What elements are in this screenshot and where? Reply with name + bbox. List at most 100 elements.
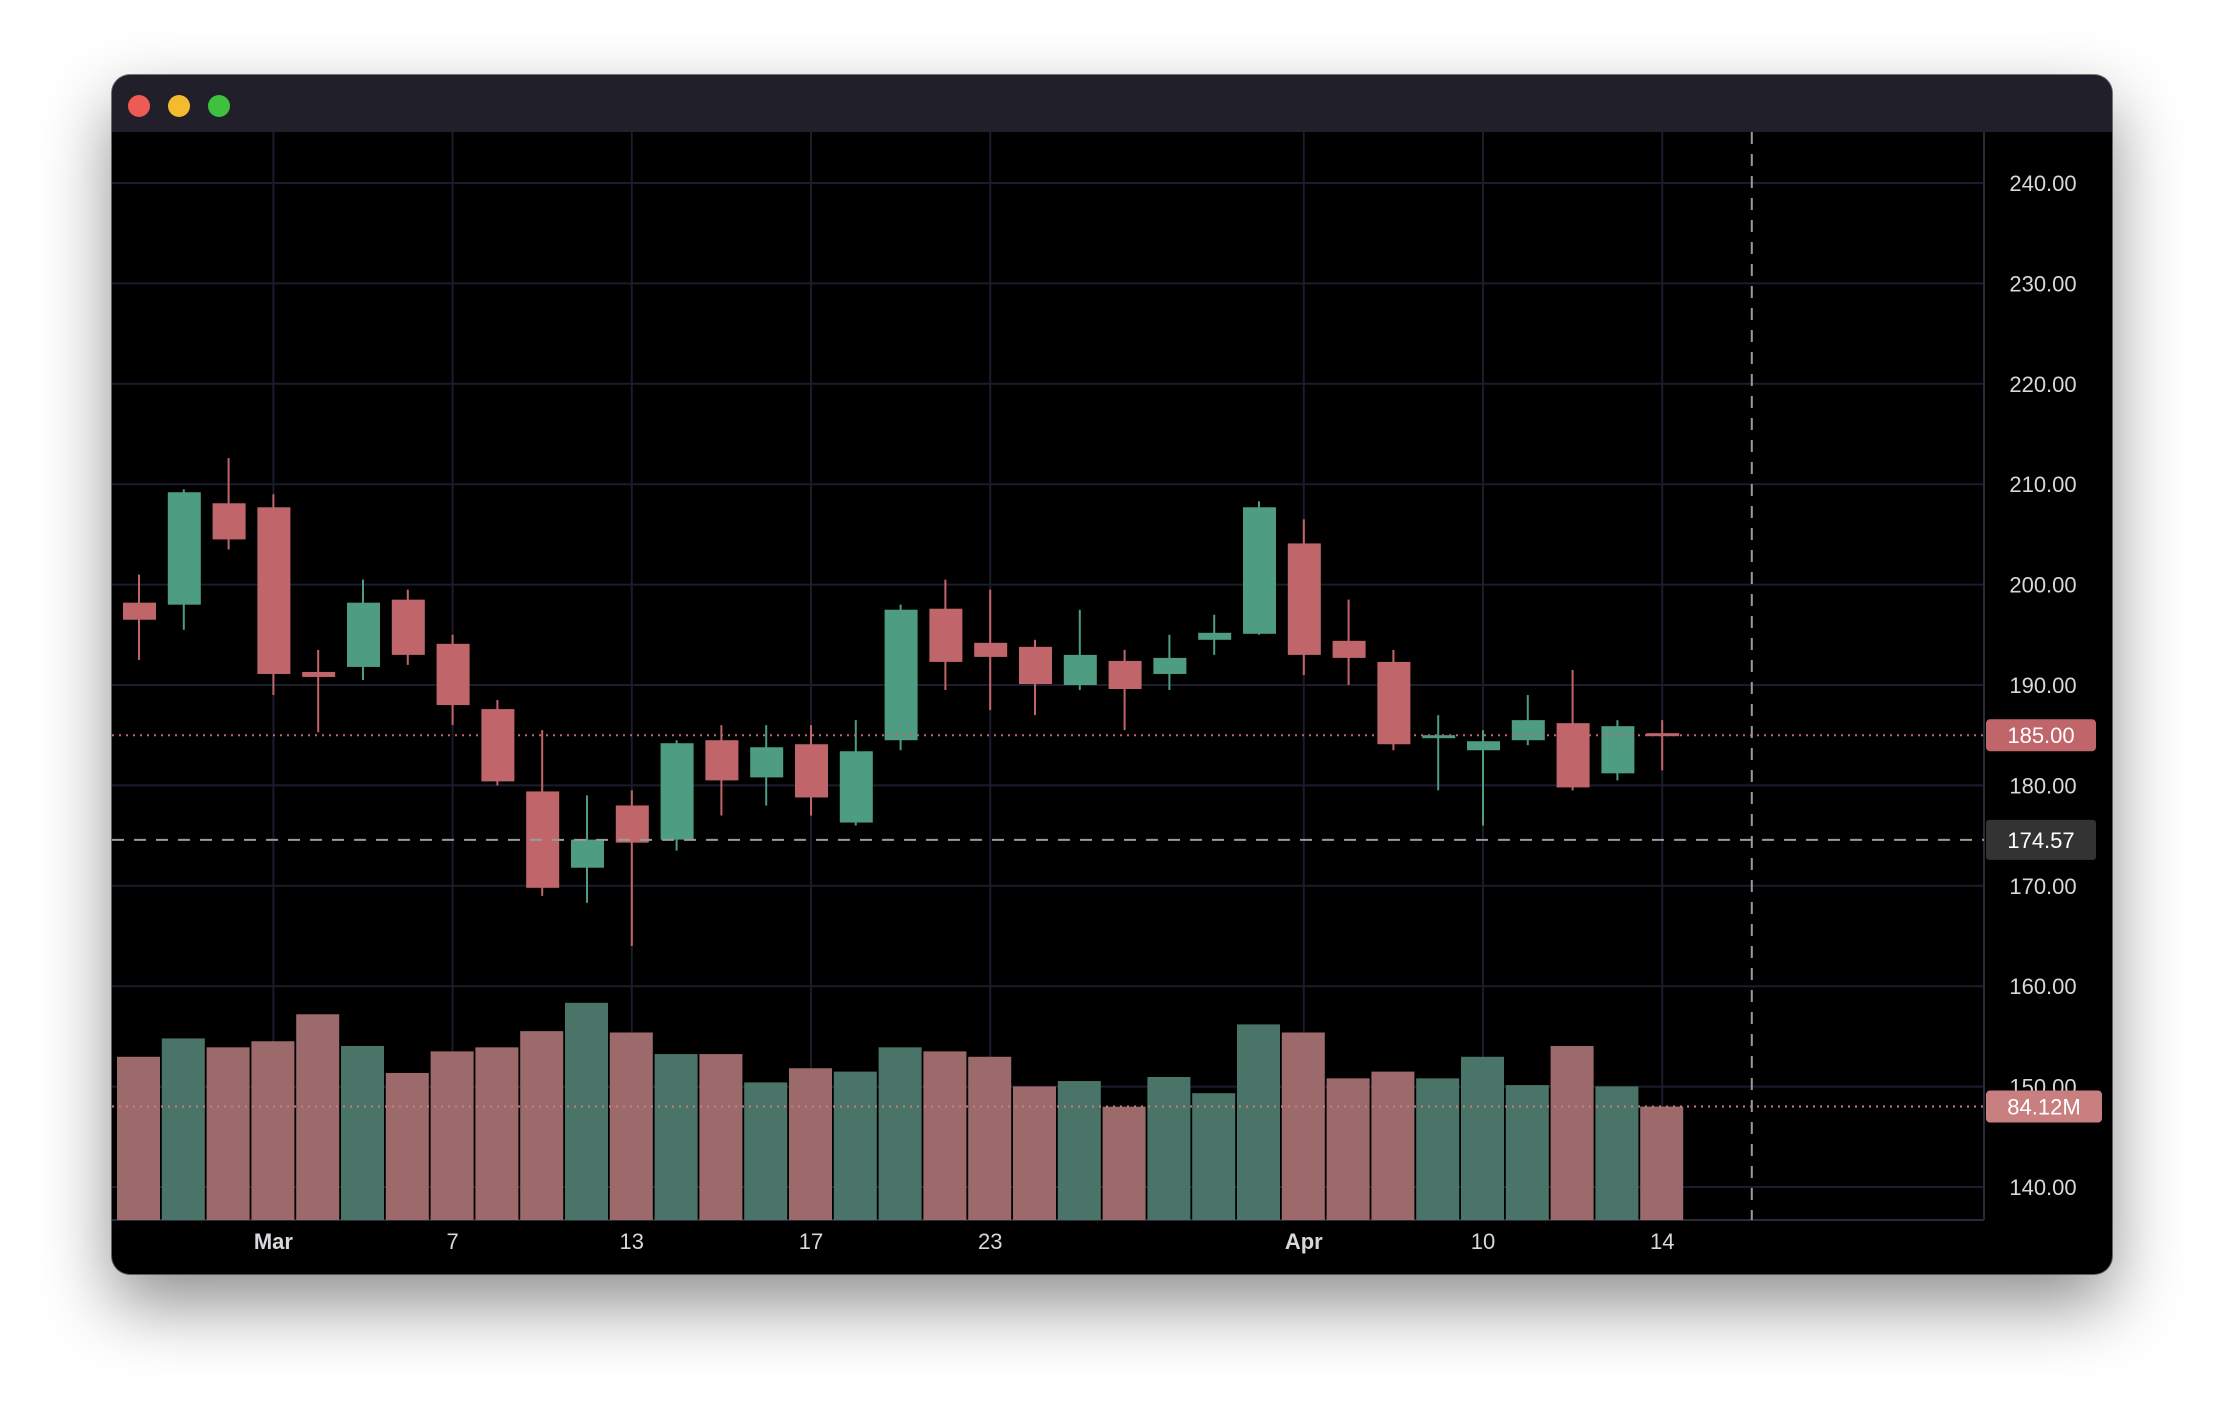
price-tick-label: 200.00 [2009, 573, 2076, 598]
volume-bar [1102, 1106, 1146, 1220]
price-tick-label: 210.00 [2009, 472, 2076, 497]
candle-down [1108, 660, 1142, 690]
volume-bar [1013, 1086, 1056, 1220]
volume-bar [833, 1071, 877, 1220]
candle-up [167, 492, 201, 605]
candle-up [1243, 507, 1276, 634]
volume-bar [475, 1047, 519, 1220]
volume-bar [117, 1056, 160, 1220]
time-axis[interactable]: Mar 7 13 17 23 Apr 10 14 [254, 1229, 1675, 1254]
price-tick-label: 170.00 [2009, 874, 2076, 899]
candlestick-chart[interactable]: 240.00 230.00 220.00 210.00 200.00 190.00 180.… [112, 132, 2112, 1274]
price-tick-label: 140.00 [2009, 1175, 2076, 1200]
time-tick-label: Apr [1285, 1229, 1323, 1254]
price-tick-label: 230.00 [2009, 271, 2076, 296]
volume-bar [1461, 1056, 1504, 1220]
candle-down [1646, 733, 1680, 737]
time-tick-label: 17 [799, 1229, 823, 1254]
volume-bar [968, 1056, 1012, 1220]
candle-up [571, 839, 604, 868]
volume-bar [1147, 1077, 1191, 1220]
candle-up [1422, 735, 1456, 739]
volume-bar [565, 1002, 608, 1220]
last-price-label: 185.00 [2007, 723, 2074, 748]
candle-up [1063, 654, 1097, 685]
price-tick-label: 190.00 [2009, 673, 2076, 698]
candle-down [1287, 543, 1321, 655]
candle-down [481, 709, 515, 782]
price-tick-label: 220.00 [2009, 372, 2076, 397]
candle-up [750, 747, 784, 778]
candle-up [1467, 741, 1500, 751]
volume-bar [878, 1047, 922, 1220]
time-tick-label: 14 [1650, 1229, 1674, 1254]
volume-bar [1192, 1093, 1236, 1220]
volume-bar [430, 1051, 474, 1220]
crosshair-price-badge [1986, 819, 2096, 860]
candle-up [1153, 657, 1187, 674]
volume-bar [699, 1054, 743, 1220]
price-tick-label: 160.00 [2009, 974, 2076, 999]
time-tick-label: 23 [978, 1229, 1002, 1254]
volume-bar [251, 1041, 295, 1220]
volume-bar [161, 1038, 205, 1220]
volume-bar [341, 1045, 384, 1220]
volume-bar [1326, 1078, 1370, 1220]
candle-down [257, 507, 291, 674]
title-bar [112, 75, 2112, 132]
volume-bar [1595, 1086, 1639, 1220]
volume-bar [1237, 1024, 1280, 1220]
candle-down [615, 805, 649, 843]
price-tick-label: 240.00 [2009, 171, 2076, 196]
time-tick-label: 10 [1471, 1229, 1495, 1254]
maximize-button[interactable] [208, 95, 230, 117]
candle-up [1511, 720, 1545, 741]
volume-bar [296, 1014, 340, 1220]
volume-bars [117, 1002, 1684, 1220]
candle-down [1019, 646, 1052, 684]
volume-bar [385, 1072, 429, 1220]
candle-down [212, 503, 246, 540]
candle-up [1601, 726, 1635, 774]
candle-up [347, 602, 380, 667]
candle-up [839, 751, 873, 823]
candle-down [1377, 661, 1411, 745]
candle-up [660, 743, 694, 840]
volume-bar [923, 1051, 967, 1220]
candle-down [1332, 640, 1366, 658]
time-tick-label: 13 [620, 1229, 644, 1254]
candle-down [302, 671, 336, 677]
last-volume-label: 84.12M [2007, 1095, 2080, 1120]
candle-down [436, 643, 470, 706]
price-axis[interactable]: 240.00 230.00 220.00 210.00 200.00 190.00 180.… [1986, 171, 2102, 1200]
candles [123, 458, 1680, 947]
volume-bar [1416, 1078, 1460, 1220]
volume-bar [520, 1031, 564, 1220]
candle-down [795, 744, 828, 798]
candle-up [884, 609, 918, 741]
overlays [112, 132, 1984, 1220]
volume-bar [609, 1032, 653, 1220]
candle-up [1198, 632, 1232, 640]
candle-down [391, 599, 425, 655]
volume-bar [789, 1068, 832, 1220]
candle-down [929, 608, 963, 662]
close-button[interactable] [128, 95, 150, 117]
volume-bar [1505, 1085, 1549, 1220]
volume-bar [1057, 1081, 1101, 1220]
candle-down [123, 602, 156, 620]
price-tick-label: 180.00 [2009, 773, 2076, 798]
candle-down [974, 642, 1008, 657]
chart-window: 240.00 230.00 220.00 210.00 200.00 190.00 180.… [112, 75, 2112, 1274]
volume-bar [1640, 1106, 1684, 1220]
time-tick-label: 7 [446, 1229, 458, 1254]
volume-bar [1371, 1071, 1415, 1220]
candle-down [705, 740, 739, 781]
volume-bar [1550, 1045, 1594, 1220]
last-volume-badge [1986, 1090, 2102, 1123]
candle-down [1556, 723, 1590, 788]
volume-bar [206, 1047, 250, 1220]
crosshair-price-label: 174.57 [2007, 828, 2074, 853]
minimize-button[interactable] [168, 95, 190, 117]
volume-bar [1281, 1032, 1325, 1220]
